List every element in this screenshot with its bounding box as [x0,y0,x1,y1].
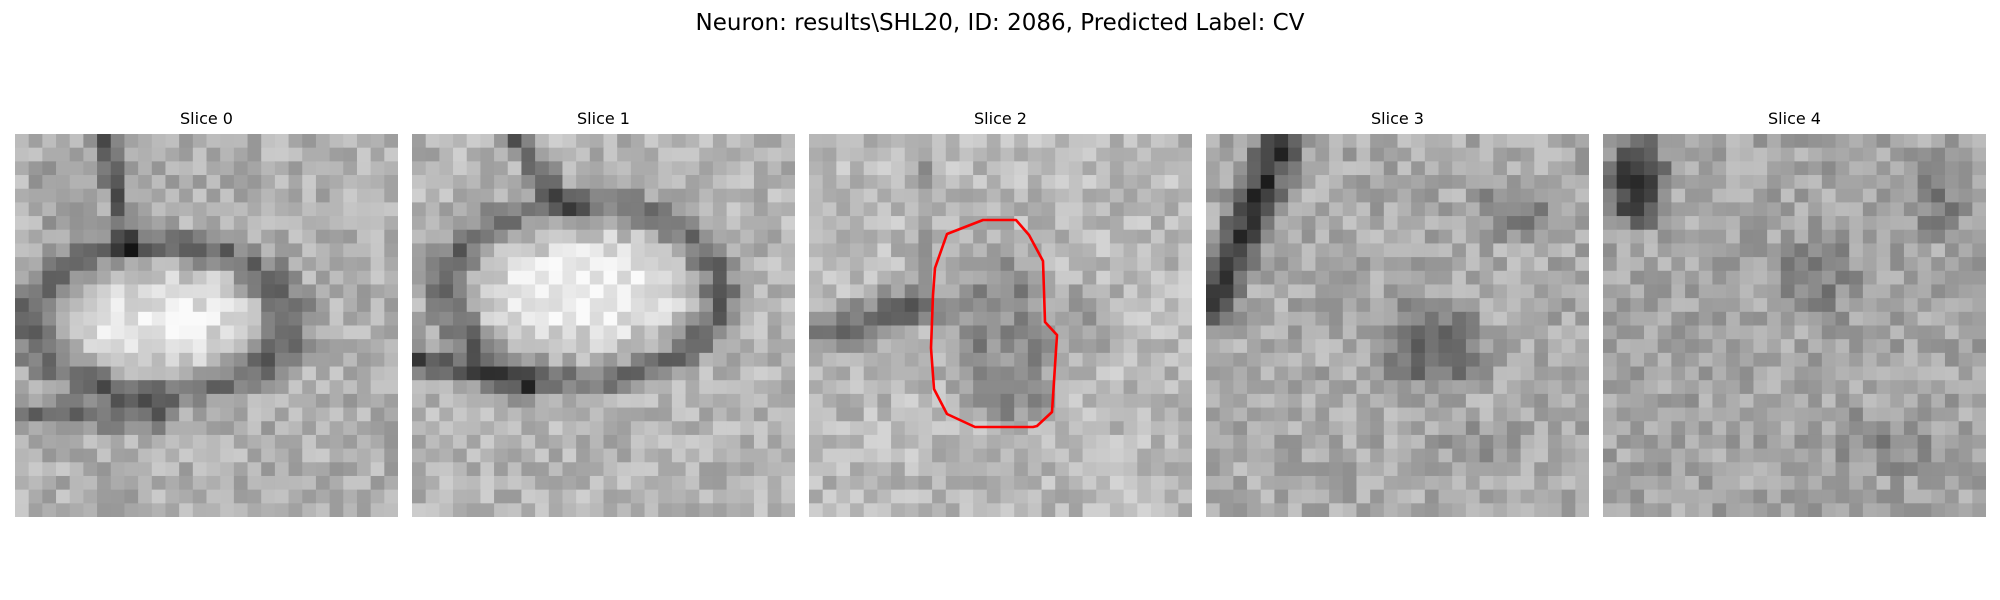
slice-4-image [1603,134,1986,517]
slice-3-title: Slice 3 [1371,109,1424,128]
slice-2-title: Slice 2 [974,109,1027,128]
slice-3-image [1206,134,1589,517]
slice-4-pixels [1603,134,1986,517]
slice-3-pixels [1206,134,1589,517]
slice-0-title: Slice 0 [180,109,233,128]
slice-1-title: Slice 1 [577,109,630,128]
segmentation-contour [929,218,1059,429]
slice-1-image [412,134,795,517]
slice-4-title: Slice 4 [1768,109,1821,128]
slice-2-pixels [809,134,1192,517]
slice-1-pixels [412,134,795,517]
slice-0-image [15,134,398,517]
slice-2-image [809,134,1192,517]
slice-0-pixels [15,134,398,517]
figure-title: Neuron: results\SHL20, ID: 2086, Predict… [695,10,1305,36]
